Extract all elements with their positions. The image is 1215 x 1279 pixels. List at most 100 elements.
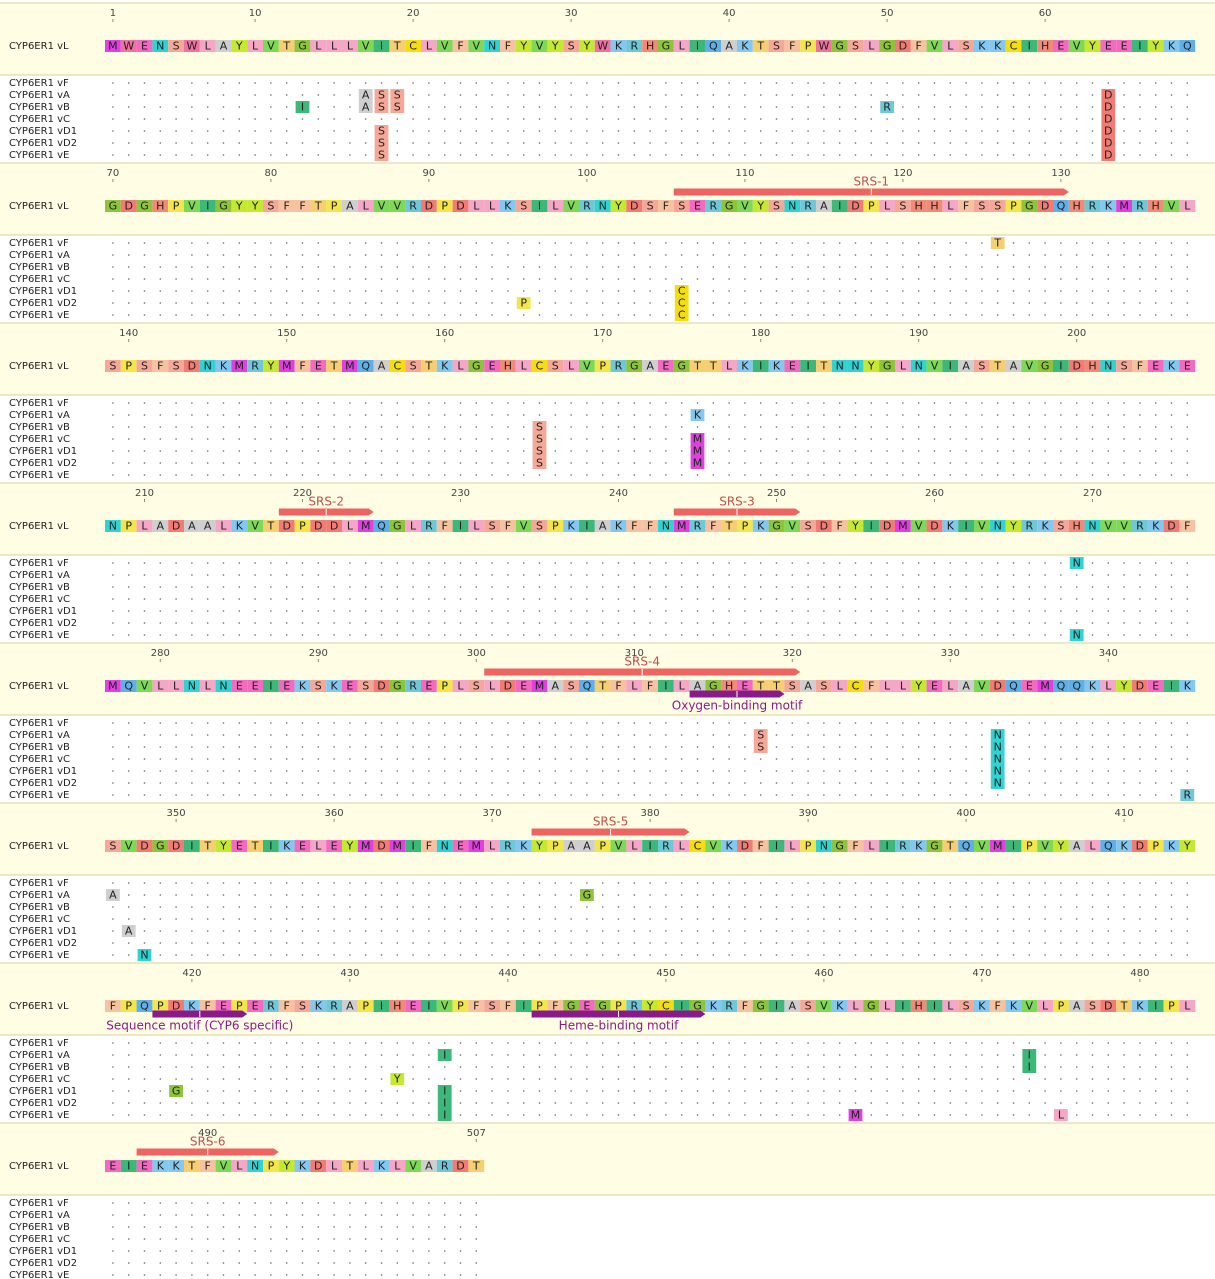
match-dot (791, 634, 794, 636)
residue: V (1105, 520, 1113, 533)
substitution-residue: A (109, 889, 117, 902)
match-dot (127, 1090, 130, 1092)
match-dot (1139, 278, 1141, 280)
match-dot (1186, 254, 1189, 256)
match-dot (459, 1262, 462, 1264)
match-dot (1060, 782, 1062, 784)
match-dot (1170, 142, 1173, 144)
match-dot (254, 882, 256, 884)
match-dot (744, 586, 746, 588)
residue-cell (326, 680, 342, 692)
match-dot (428, 278, 430, 280)
match-dot (522, 882, 525, 884)
match-dot (538, 414, 541, 416)
match-dot (1186, 1042, 1189, 1044)
residue-cell (436, 1160, 453, 1172)
match-dot (206, 450, 209, 452)
match-dot (744, 1042, 746, 1044)
match-dot (601, 302, 604, 304)
match-dot (1091, 1078, 1094, 1080)
match-dot (475, 782, 478, 784)
match-dot (1060, 894, 1062, 896)
match-dot (649, 438, 651, 440)
match-dot (633, 574, 636, 576)
match-dot (428, 438, 430, 440)
match-dot (902, 610, 904, 612)
match-dot (744, 130, 746, 132)
residue: Y (614, 200, 622, 213)
residue: Y (251, 200, 259, 213)
match-dot (712, 242, 715, 244)
residue: T (330, 360, 338, 373)
residue: G (156, 840, 165, 853)
match-dot (665, 954, 667, 956)
residue-cell (231, 360, 248, 372)
residue-cell (215, 1000, 232, 1012)
match-dot (159, 1066, 162, 1068)
residue: D (1104, 1000, 1112, 1013)
residue: M (108, 680, 118, 693)
match-dot (475, 474, 478, 476)
substitution-residue: C (678, 297, 686, 310)
residue-cell (120, 520, 137, 532)
variant-name: CYP6ER1 vD1 (9, 926, 77, 937)
residue-cell (152, 680, 169, 692)
match-dot (191, 450, 193, 452)
residue-cell (926, 360, 943, 372)
variant-name: CYP6ER1 vB (9, 1222, 70, 1233)
match-dot (475, 1202, 478, 1204)
match-dot (1012, 154, 1015, 156)
residue: S (109, 360, 116, 373)
match-dot (364, 634, 367, 636)
match-dot (1060, 930, 1062, 932)
match-dot (665, 426, 667, 428)
match-dot (823, 882, 825, 884)
match-dot (1170, 586, 1173, 588)
match-dot (886, 426, 888, 428)
residue: R (251, 360, 259, 373)
residue-cell (1163, 840, 1180, 852)
match-dot (744, 106, 746, 108)
match-dot (1075, 610, 1078, 612)
match-dot (159, 1054, 162, 1056)
match-dot (317, 1102, 320, 1104)
match-dot (238, 1202, 241, 1204)
residue: D (377, 680, 385, 693)
match-dot (301, 1114, 304, 1116)
match-dot (191, 1090, 193, 1092)
match-dot (443, 94, 446, 96)
match-dot (570, 426, 572, 428)
match-dot (759, 266, 762, 268)
match-dot (238, 906, 241, 908)
match-dot (601, 574, 604, 576)
match-dot (317, 266, 320, 268)
match-dot (965, 1090, 967, 1092)
match-dot (333, 562, 335, 564)
match-dot (1139, 474, 1141, 476)
match-dot (428, 610, 430, 612)
match-dot (364, 290, 367, 292)
match-dot (696, 82, 699, 84)
residue: Y (551, 40, 559, 53)
match-dot (728, 118, 730, 120)
match-dot (175, 266, 177, 268)
match-dot (285, 254, 288, 256)
match-dot (364, 930, 367, 932)
residue-cell (642, 40, 658, 52)
match-dot (333, 758, 335, 760)
match-dot (854, 302, 857, 304)
substitution (437, 1049, 452, 1061)
variant-name: CYP6ER1 vB (9, 262, 70, 273)
match-dot (538, 242, 541, 244)
match-dot (965, 254, 967, 256)
match-dot (949, 1102, 952, 1104)
match-dot (886, 474, 888, 476)
match-dot (775, 906, 778, 908)
match-dot (649, 722, 651, 724)
match-dot (791, 930, 794, 932)
match-dot (744, 302, 746, 304)
match-dot (838, 598, 841, 600)
residue-cell (1084, 680, 1101, 692)
match-dot (380, 118, 383, 120)
match-dot (538, 906, 541, 908)
